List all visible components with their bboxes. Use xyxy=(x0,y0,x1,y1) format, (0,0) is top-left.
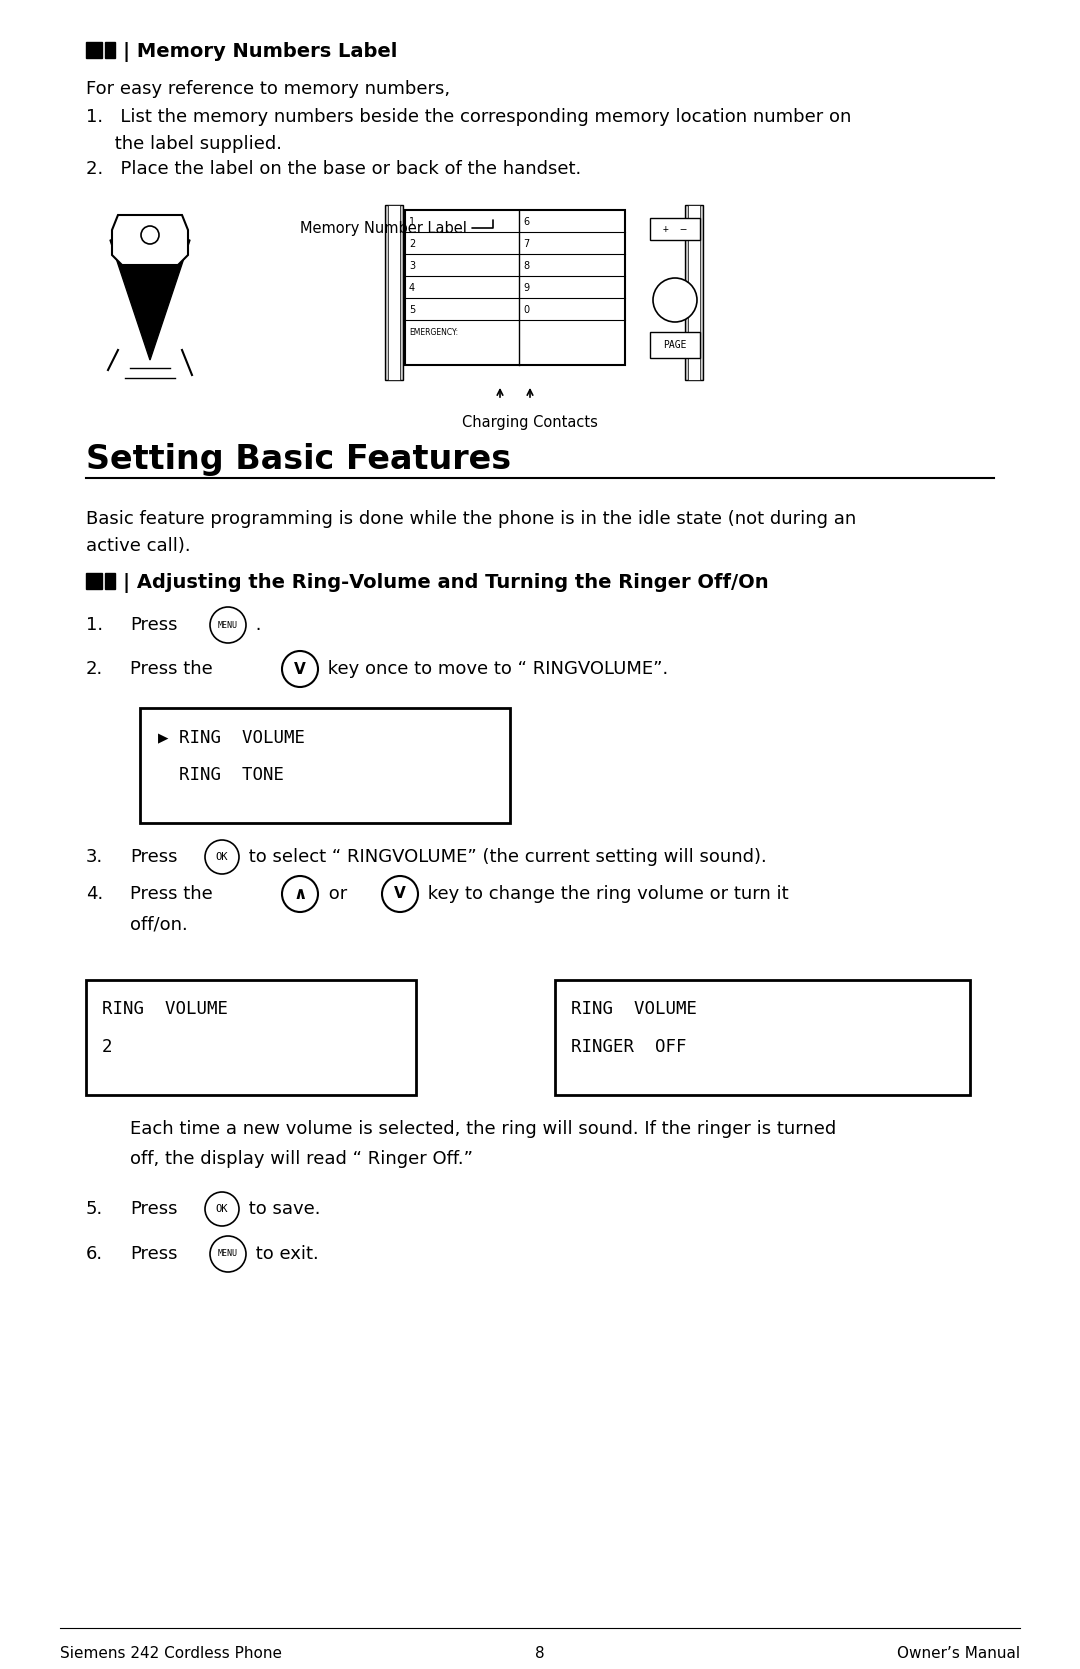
Text: Press: Press xyxy=(130,1200,177,1218)
Bar xyxy=(688,205,700,381)
Text: Each time a new volume is selected, the ring will sound. If the ringer is turned: Each time a new volume is selected, the … xyxy=(130,1120,836,1138)
Text: to select “ RINGVOLUME” (the current setting will sound).: to select “ RINGVOLUME” (the current set… xyxy=(243,848,767,866)
Bar xyxy=(140,708,510,823)
Text: 7: 7 xyxy=(524,239,529,249)
Text: to exit.: to exit. xyxy=(249,1245,319,1263)
Circle shape xyxy=(205,1192,239,1227)
Text: Setting Basic Features: Setting Basic Features xyxy=(86,442,511,476)
Circle shape xyxy=(282,651,318,688)
Circle shape xyxy=(141,225,159,244)
Text: ∧: ∧ xyxy=(294,885,307,903)
Bar xyxy=(388,205,400,381)
Text: 4.: 4. xyxy=(86,885,104,903)
Text: V: V xyxy=(294,661,306,676)
Text: 0: 0 xyxy=(524,305,529,315)
Text: 6: 6 xyxy=(524,217,529,227)
Text: EMERGENCY:: EMERGENCY: xyxy=(409,327,458,337)
Circle shape xyxy=(210,1237,246,1272)
Text: +  –: + – xyxy=(663,224,687,234)
Text: 8: 8 xyxy=(524,260,529,270)
Text: 1.: 1. xyxy=(86,616,103,634)
Bar xyxy=(650,332,700,357)
Text: | Adjusting the Ring­Volume and Turning the Ringer Off/On: | Adjusting the Ring­Volume and Turning … xyxy=(123,572,769,592)
Bar xyxy=(650,219,700,240)
Text: 4: 4 xyxy=(409,284,415,294)
Circle shape xyxy=(382,876,418,911)
Text: 5.: 5. xyxy=(86,1200,104,1218)
Bar xyxy=(86,980,416,1095)
Text: key to change the ring volume or turn it: key to change the ring volume or turn it xyxy=(422,885,788,903)
Text: RING  TONE: RING TONE xyxy=(158,766,284,784)
Text: the label supplied.: the label supplied. xyxy=(86,135,282,154)
Text: off, the display will read “ Ringer Off.”: off, the display will read “ Ringer Off.… xyxy=(130,1150,473,1168)
Text: 3.: 3. xyxy=(86,848,104,866)
Polygon shape xyxy=(112,215,188,265)
Circle shape xyxy=(653,279,697,322)
Text: 2.   Place the label on the base or back of the handset.: 2. Place the label on the base or back o… xyxy=(86,160,581,179)
Bar xyxy=(384,205,403,381)
Bar xyxy=(105,42,114,58)
Bar xyxy=(105,572,114,589)
Text: 1.   List the memory numbers beside the corresponding memory location number on: 1. List the memory numbers beside the co… xyxy=(86,108,851,125)
Circle shape xyxy=(205,840,239,875)
Text: RING  VOLUME: RING VOLUME xyxy=(571,1000,697,1018)
Text: off/on.: off/on. xyxy=(130,915,188,933)
Bar xyxy=(405,210,625,366)
Text: 3: 3 xyxy=(409,260,415,270)
Bar xyxy=(555,980,970,1095)
Bar xyxy=(86,42,102,58)
Polygon shape xyxy=(110,240,190,361)
Text: | Memory Numbers Label: | Memory Numbers Label xyxy=(123,42,397,62)
Text: PAGE: PAGE xyxy=(663,340,687,350)
Text: OK: OK xyxy=(216,1203,228,1213)
Text: .: . xyxy=(249,616,261,634)
Text: Memory Number Label: Memory Number Label xyxy=(300,220,492,235)
Text: OK: OK xyxy=(216,851,228,861)
Circle shape xyxy=(210,608,246,643)
Text: ▶ RING  VOLUME: ▶ RING VOLUME xyxy=(158,728,305,746)
Text: For easy reference to memory numbers,: For easy reference to memory numbers, xyxy=(86,80,450,98)
Bar xyxy=(685,205,703,381)
Text: Press the: Press the xyxy=(130,885,213,903)
Bar xyxy=(86,572,102,589)
Text: 5: 5 xyxy=(409,305,415,315)
Text: 2.: 2. xyxy=(86,659,104,678)
Text: 8: 8 xyxy=(536,1646,544,1661)
Text: Press: Press xyxy=(130,1245,177,1263)
Text: Press: Press xyxy=(130,616,177,634)
Text: RINGER  OFF: RINGER OFF xyxy=(571,1038,687,1056)
Text: 6.: 6. xyxy=(86,1245,103,1263)
Text: Siemens 242 Cordless Phone: Siemens 242 Cordless Phone xyxy=(60,1646,282,1661)
Text: MENU: MENU xyxy=(218,1250,238,1258)
Text: 1: 1 xyxy=(409,217,415,227)
Text: active call).: active call). xyxy=(86,537,191,556)
Text: 9: 9 xyxy=(524,284,529,294)
Text: 2: 2 xyxy=(102,1038,112,1056)
Text: Basic feature programming is done while the phone is in the idle state (not duri: Basic feature programming is done while … xyxy=(86,511,856,527)
Circle shape xyxy=(282,876,318,911)
Text: Press: Press xyxy=(130,848,177,866)
Text: to save.: to save. xyxy=(243,1200,321,1218)
Text: V: V xyxy=(394,886,406,901)
Text: RING  VOLUME: RING VOLUME xyxy=(102,1000,228,1018)
Text: MENU: MENU xyxy=(218,621,238,629)
Text: 2: 2 xyxy=(409,239,415,249)
Text: key once to move to “ RINGVOLUME”.: key once to move to “ RINGVOLUME”. xyxy=(322,659,669,678)
Text: Charging Contacts: Charging Contacts xyxy=(462,416,598,431)
Text: or: or xyxy=(323,885,348,903)
Text: Owner’s Manual: Owner’s Manual xyxy=(896,1646,1020,1661)
Text: Press the: Press the xyxy=(130,659,213,678)
